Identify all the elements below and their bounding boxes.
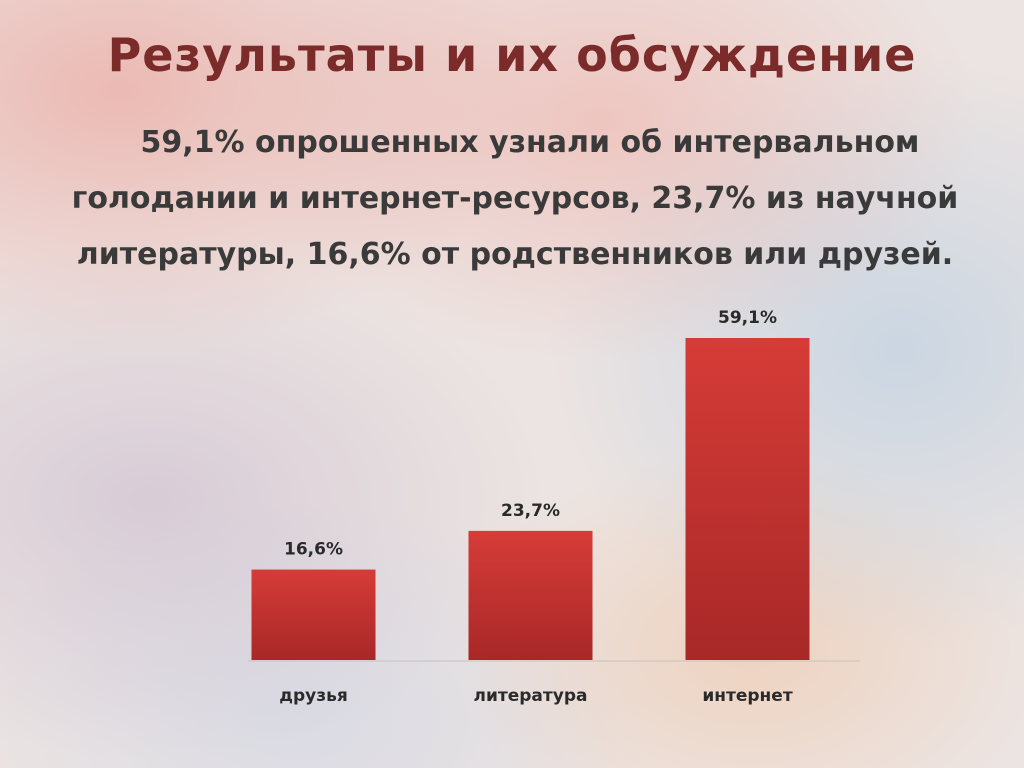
value-label: 23,7% [501, 501, 560, 521]
bar [685, 338, 810, 660]
bar [468, 530, 593, 660]
x-tick-label: литература [474, 686, 588, 706]
value-label: 59,1% [718, 308, 777, 328]
slide-text: 59,1% опрошенных узнали об интервальном … [71, 125, 959, 272]
x-tick-label: интернет [702, 686, 792, 706]
slide-title: Результаты и их обсуждение [107, 28, 917, 82]
value-label: 16,6% [284, 540, 343, 560]
x-tick-label: друзья [279, 686, 348, 706]
bar [251, 569, 376, 660]
